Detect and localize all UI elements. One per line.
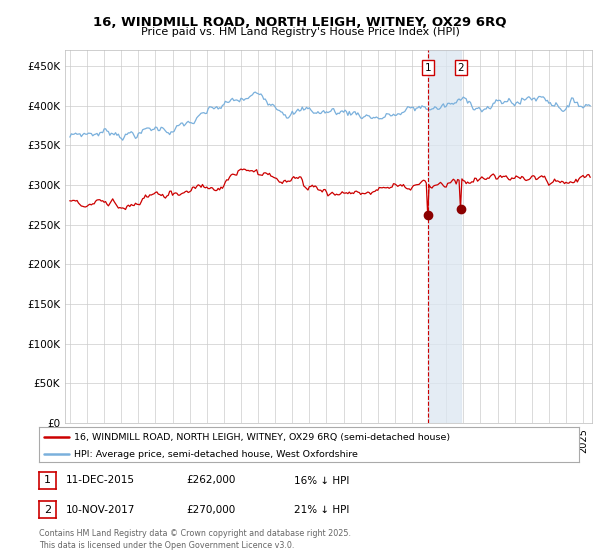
Text: Price paid vs. HM Land Registry's House Price Index (HPI): Price paid vs. HM Land Registry's House … bbox=[140, 27, 460, 37]
Text: 1: 1 bbox=[44, 475, 51, 486]
Text: 16, WINDMILL ROAD, NORTH LEIGH, WITNEY, OX29 6RQ (semi-detached house): 16, WINDMILL ROAD, NORTH LEIGH, WITNEY, … bbox=[74, 432, 450, 441]
Text: 21% ↓ HPI: 21% ↓ HPI bbox=[294, 505, 349, 515]
Text: HPI: Average price, semi-detached house, West Oxfordshire: HPI: Average price, semi-detached house,… bbox=[74, 450, 358, 459]
Text: 16% ↓ HPI: 16% ↓ HPI bbox=[294, 475, 349, 486]
Text: £270,000: £270,000 bbox=[186, 505, 235, 515]
Text: 2: 2 bbox=[44, 505, 51, 515]
Text: £262,000: £262,000 bbox=[186, 475, 235, 486]
Text: 1: 1 bbox=[425, 63, 431, 73]
Bar bbox=[428, 50, 461, 423]
Text: Contains HM Land Registry data © Crown copyright and database right 2025.
This d: Contains HM Land Registry data © Crown c… bbox=[39, 529, 351, 550]
Text: 11-DEC-2015: 11-DEC-2015 bbox=[66, 475, 135, 486]
Text: 2: 2 bbox=[458, 63, 464, 73]
Text: 16, WINDMILL ROAD, NORTH LEIGH, WITNEY, OX29 6RQ: 16, WINDMILL ROAD, NORTH LEIGH, WITNEY, … bbox=[93, 16, 507, 29]
Text: 10-NOV-2017: 10-NOV-2017 bbox=[66, 505, 136, 515]
